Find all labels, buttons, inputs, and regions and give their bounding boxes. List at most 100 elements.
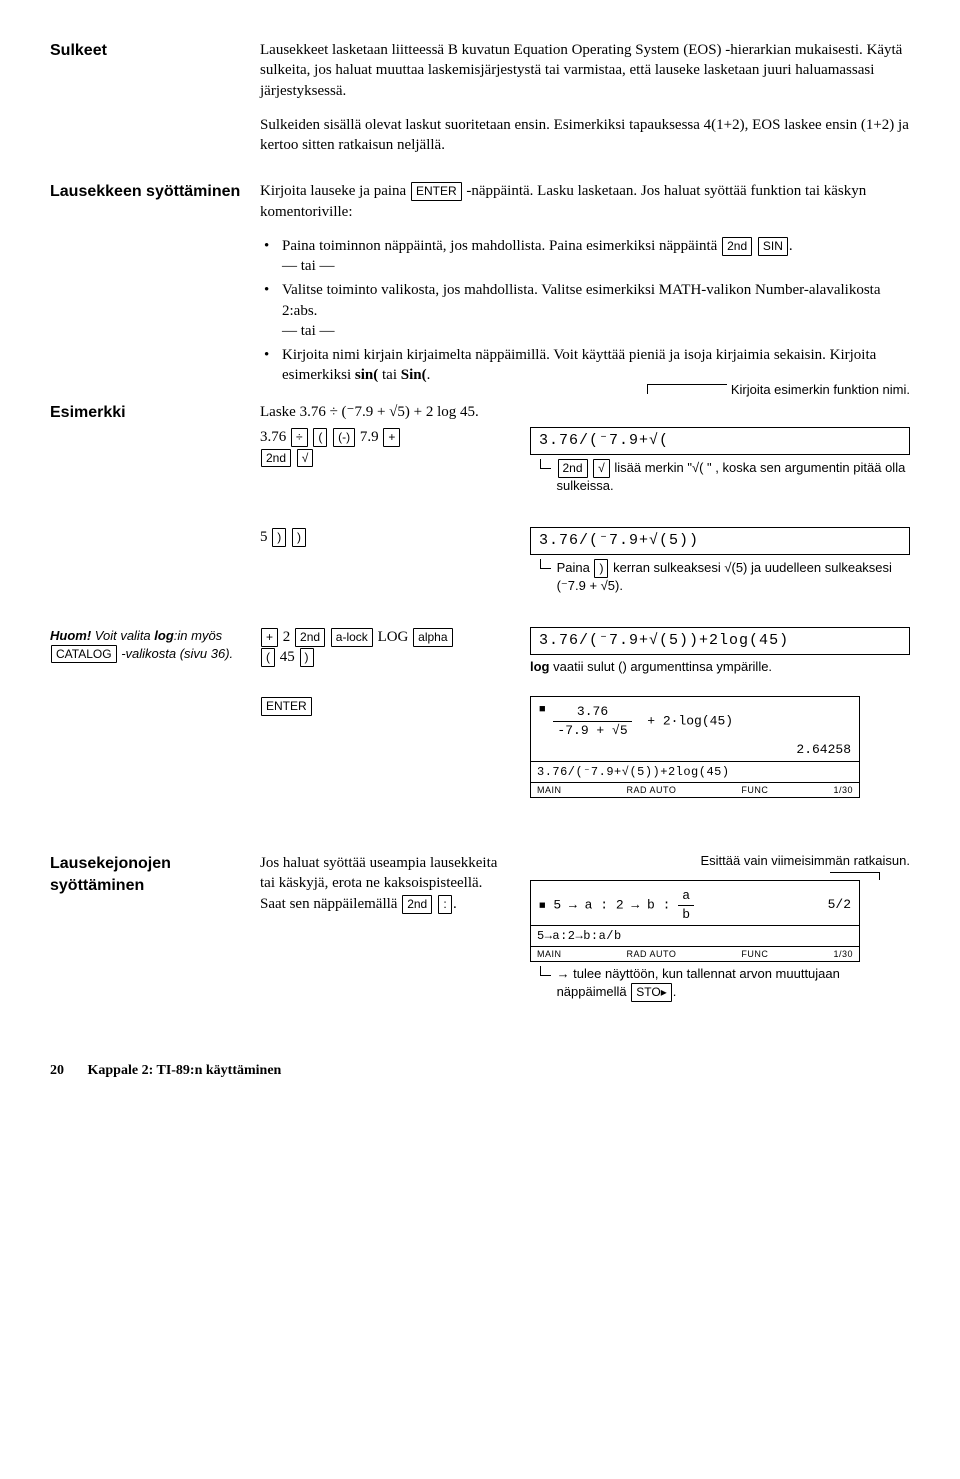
section-title-sulkeet: Sulkeet bbox=[50, 40, 245, 62]
lausekkeen-intro: Kirjoita lauseke ja paina ENTER -näppäin… bbox=[260, 181, 910, 222]
key-2nd-2: 2nd bbox=[261, 449, 291, 468]
bullet-1: Paina toiminnon näppäintä, jos mahdollis… bbox=[260, 236, 910, 277]
anno-func-name: Kirjoita esimerkin funktion nimi. bbox=[617, 382, 910, 399]
sulkeet-p2: Sulkeiden sisällä olevat laskut suoritet… bbox=[260, 115, 910, 156]
step2-anno: Paina ) kerran sulkeaksesi √(5) ja uudel… bbox=[557, 559, 910, 595]
result-frac: 3.76 -7.9 + √5 bbox=[553, 703, 631, 739]
seq-frac: a b bbox=[678, 887, 694, 923]
result-value: 2.64258 bbox=[539, 741, 851, 759]
step3-display: 3.76/(⁻7.9+√(5))+2log(45) bbox=[530, 627, 910, 655]
step4-keys: ENTER bbox=[260, 696, 530, 716]
lausekkeen-intro-a: Kirjoita lauseke ja paina bbox=[260, 183, 410, 199]
key-catalog: CATALOG bbox=[51, 645, 117, 664]
step3-keys: + 2 2nd a-lock LOG alpha ( 45 ) bbox=[260, 627, 530, 668]
lausekejonojen-pa: Jos haluat syöttää useampia lausekkeita … bbox=[260, 855, 497, 912]
b3-sin1: sin( bbox=[355, 367, 378, 383]
seq-expr: 5 → a : 2 → b : bbox=[553, 897, 670, 912]
sidenote-huom: Huom! bbox=[50, 628, 91, 643]
key-rparen-1: ) bbox=[272, 528, 286, 547]
step1-anno: 2nd √ lisää merkin "√( " , koska sen arg… bbox=[557, 459, 911, 495]
laske-line: Laske 3.76 ÷ (⁻7.9 + √5) + 2 log 45. bbox=[260, 402, 910, 422]
seq-frac-den: b bbox=[678, 906, 694, 924]
step2-anno-a: Paina bbox=[557, 560, 594, 575]
pointer-icon-3 bbox=[540, 966, 551, 976]
key-sto: STO▸ bbox=[631, 983, 671, 1002]
b2: Valitse toiminto valikosta, jos mahdolli… bbox=[282, 282, 881, 318]
key-lparen-2: ( bbox=[261, 648, 275, 667]
lausekejonojen-text: Jos haluat syöttää useampia lausekkeita … bbox=[260, 853, 510, 1002]
status-rad-2: RAD AUTO bbox=[627, 948, 677, 960]
pointer-icon-2 bbox=[540, 559, 551, 569]
key-sqrt: √ bbox=[297, 449, 314, 468]
bullet-list: Paina toiminnon näppäintä, jos mahdollis… bbox=[260, 236, 910, 386]
sidenote-log: log bbox=[154, 628, 174, 643]
key-plus-2: + bbox=[261, 628, 278, 647]
anno-func-name-text: Kirjoita esimerkin funktion nimi. bbox=[731, 382, 910, 397]
bullet-3: Kirjoita nimi kirjain kirjaimelta näppäi… bbox=[260, 345, 910, 386]
status-pg-2: 1/30 bbox=[833, 948, 853, 960]
key-sqrt-2: √ bbox=[593, 459, 610, 478]
key-div: ÷ bbox=[291, 428, 308, 447]
key-alock: a-lock bbox=[331, 628, 373, 647]
status-line-2: MAIN RAD AUTO FUNC 1/30 bbox=[531, 946, 859, 961]
bullet-2: Valitse toiminto valikosta, jos mahdolli… bbox=[260, 280, 910, 341]
chapter-title: Kappale 2: TI-89:n käyttäminen bbox=[88, 1063, 282, 1078]
anno-sto: → tulee näyttöön, kun tallennat arvon mu… bbox=[557, 966, 910, 1002]
pointer-icon bbox=[540, 459, 551, 469]
step3-anno: log vaatii sulut () argumenttinsa ympäri… bbox=[530, 659, 910, 676]
status-line: MAIN RAD AUTO FUNC 1/30 bbox=[531, 782, 859, 797]
section-title-lausekejonojen: Lausekejonojen syöttäminen bbox=[50, 853, 245, 896]
key-enter: ENTER bbox=[411, 182, 462, 201]
key-2nd: 2nd bbox=[722, 237, 752, 256]
key-sin: SIN bbox=[758, 237, 788, 256]
calc-screen-result: ■ 3.76 -7.9 + √5 + 2·log(45) 2.64258 3.7… bbox=[530, 696, 860, 798]
key-enter-2: ENTER bbox=[261, 697, 312, 716]
key-lparen: ( bbox=[313, 428, 327, 447]
sidenote-b: Voit valita bbox=[91, 628, 154, 643]
seq-result: 5/2 bbox=[828, 896, 851, 914]
step2-display: 3.76/(⁻7.9+√(5)) bbox=[530, 527, 910, 555]
sulkeet-p1: Lausekkeet lasketaan liitteessä B kuvatu… bbox=[260, 40, 910, 101]
b3-end: . bbox=[427, 367, 431, 383]
sidenote-d: :in myös bbox=[174, 628, 222, 643]
sidenote: Huom! Voit valita log:in myös CATALOG -v… bbox=[50, 627, 245, 664]
b1-a: Paina toiminnon näppäintä, jos mahdollis… bbox=[282, 238, 721, 254]
key-alpha: alpha bbox=[413, 628, 452, 647]
key-2nd-3: 2nd bbox=[558, 459, 588, 478]
step3-anno-b: vaatii sulut () argumenttinsa ympärille. bbox=[553, 659, 772, 674]
key-rparen-2: ) bbox=[292, 528, 306, 547]
result-entry: 3.76/(⁻7.9+√(5))+2log(45) bbox=[531, 761, 859, 782]
dash-2: — tai — bbox=[282, 321, 910, 341]
status-main: MAIN bbox=[537, 784, 562, 796]
seq-entry: 5→a:2→b:a/b bbox=[531, 925, 859, 946]
b3-sin2: Sin( bbox=[401, 367, 427, 383]
section-title-lausekkeen: Lausekkeen syöttäminen bbox=[50, 181, 245, 203]
section-title-esimerkki: Esimerkki bbox=[50, 402, 245, 424]
anno-sto-a: → tulee näyttöön, kun tallennat arvon mu… bbox=[557, 966, 840, 999]
status-func: FUNC bbox=[741, 784, 768, 796]
key-plus: + bbox=[383, 428, 400, 447]
step1-keys: 3.76 ÷ ( (-) 7.9 + 2nd √ bbox=[260, 427, 530, 468]
page-footer: 20 Kappale 2: TI-89:n käyttäminen bbox=[50, 1062, 910, 1081]
sidenote-e: -valikosta (sivu 36). bbox=[118, 646, 234, 661]
step2-keys: 5 ) ) bbox=[260, 527, 530, 547]
b1-b: . bbox=[789, 238, 793, 254]
step1-display: 3.76/(⁻7.9+√( bbox=[530, 427, 910, 455]
key-2nd-5: 2nd bbox=[402, 895, 432, 914]
dash-1: — tai — bbox=[282, 256, 910, 276]
key-colon: : bbox=[438, 895, 452, 914]
status-func-2: FUNC bbox=[741, 948, 768, 960]
status-rad: RAD AUTO bbox=[627, 784, 677, 796]
key-neg: (-) bbox=[333, 428, 355, 447]
key-rparen-4: ) bbox=[300, 648, 314, 667]
status-main-2: MAIN bbox=[537, 948, 562, 960]
page-number: 20 bbox=[50, 1063, 64, 1078]
key-2nd-4: 2nd bbox=[295, 628, 325, 647]
anno-viimeisin: Esittää vain viimeisimmän ratkaisun. bbox=[530, 853, 910, 870]
seq-frac-num: a bbox=[678, 887, 694, 906]
b3-tai: tai bbox=[382, 367, 401, 383]
calc-screen-seq: ■ 5 → a : 2 → b : a b 5/2 5→a:2→b:a/b MA… bbox=[530, 880, 860, 962]
lausekejonojen-pb: . bbox=[453, 896, 457, 912]
key-rparen-3: ) bbox=[594, 559, 608, 578]
anno-sto-b: . bbox=[673, 984, 677, 999]
